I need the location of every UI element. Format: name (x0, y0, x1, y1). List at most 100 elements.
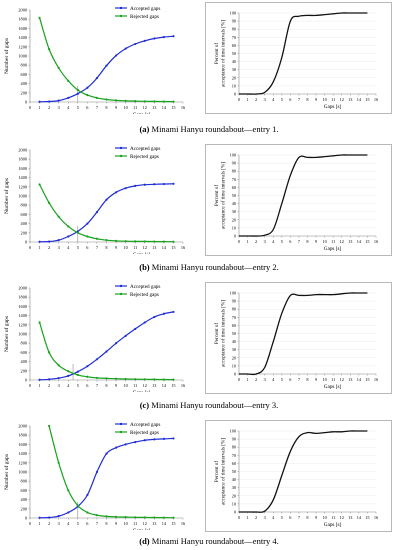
legend-marker (119, 284, 123, 288)
data-point-rejected (114, 377, 118, 380)
y-tick-label: 20 (232, 355, 236, 360)
data-point-rejected (143, 100, 146, 103)
acceptance-chart: 0 1 2 3 4 5 6 7 8 9 10 11 12 13 14 15 160102030405060708… (213, 429, 379, 529)
data-point-rejected (143, 240, 146, 243)
x-tick-label: 0 (29, 105, 31, 110)
data-point-accepted (134, 441, 137, 444)
y-tick-label: 10 (232, 363, 236, 368)
y-axis-title-group: Percent of acceptance of time intervals [… (213, 162, 227, 229)
data-point-accepted (57, 239, 60, 242)
x-tick-label: 8 (306, 97, 308, 102)
y-tick-label: 0 (234, 92, 236, 97)
y-tick-label: 40 (232, 339, 236, 344)
y-tick-label: 80 (232, 307, 236, 312)
data-point-rejected (105, 377, 108, 380)
y-tick-label: 0 (25, 240, 27, 245)
data-point-accepted (143, 321, 146, 324)
x-tick-label: 16 (181, 245, 186, 250)
data-point-rejected (95, 514, 99, 517)
data-point-rejected (143, 516, 146, 519)
data-point-accepted (57, 377, 60, 380)
x-tick-label: 14 (357, 239, 362, 244)
data-point-accepted (86, 365, 89, 368)
y-tick-label: 1000 (18, 194, 27, 199)
y-tick-label: 70 (232, 453, 236, 458)
x-tick-label: 3 (264, 377, 266, 382)
legend-label: Accepted gaps (130, 422, 160, 428)
y-tick-label: 40 (232, 477, 236, 482)
x-tick-label: 0 (238, 377, 240, 382)
data-point-accepted (162, 182, 165, 186)
x-tick-label: 11 (133, 383, 137, 388)
x-tick-label: 16 (374, 239, 379, 244)
data-point-accepted (86, 222, 89, 225)
x-tick-label: 2 (255, 239, 257, 244)
x-tick-label: 9 (315, 239, 317, 244)
legend-label: Rejected gaps (130, 292, 159, 298)
x-tick-label: 13 (152, 521, 156, 526)
legend-marker (119, 422, 123, 426)
x-axis-title: Gaps [s] (324, 246, 342, 252)
data-point-rejected (95, 96, 99, 99)
data-point-accepted (48, 100, 51, 103)
x-tick-label: 2 (255, 377, 257, 382)
y-tick-label: 60 (232, 43, 236, 48)
x-tick-label: 7 (96, 383, 99, 388)
y-tick-label: 70 (232, 177, 236, 182)
acceptance-chart: 0 1 2 3 4 5 6 7 8 9 10 11 12 13 14 15 160102030405060708… (213, 291, 379, 391)
y-tick-label: 100 (230, 429, 236, 434)
y-tick-label: 1800 (18, 433, 27, 438)
data-point-rejected (172, 516, 175, 519)
y-axis-title-group: Percent of acceptance of time intervals [… (213, 300, 227, 367)
x-tick-label: 4 (272, 377, 275, 382)
y-tick-label: 1800 (18, 157, 27, 162)
y-tick-label: 200 (21, 230, 27, 235)
x-tick-label: 3 (264, 97, 266, 102)
panel-c: 0 1 2 3 4 5 6 7 8 9 10 11 12 13 14 15 16 0 200 400 600 800 100… (0, 276, 418, 414)
data-point-rejected (134, 378, 137, 381)
data-point-accepted (172, 310, 175, 314)
legend-marker (119, 292, 123, 296)
x-tick-label: 10 (322, 515, 326, 520)
y-tick-label: 1200 (18, 44, 27, 49)
data-point-accepted (105, 198, 108, 201)
data-point-rejected (105, 515, 108, 518)
x-tick-label: 12 (340, 97, 344, 102)
x-tick-label: 5 (77, 383, 79, 388)
caption-text: Minami Hanyu roundabout—entry 3. (149, 400, 279, 410)
y-tick-label: 1000 (18, 470, 27, 475)
x-tick-label: 3 (58, 245, 60, 250)
data-point-rejected (134, 516, 137, 519)
acceptance-line (239, 12, 368, 95)
data-point-rejected (114, 239, 118, 242)
data-point-accepted (48, 378, 51, 381)
panel-b: 0 1 2 3 4 5 6 7 8 9 10 11 12 13 14 15 16 0 200 400 600 800 100… (0, 138, 418, 276)
series-line-accepted (39, 183, 174, 243)
x-tick-label: 4 (272, 515, 275, 520)
x-tick-label: 0 (29, 383, 31, 388)
data-point-rejected (57, 215, 60, 218)
y-tick-label: 0 (234, 510, 236, 515)
data-point-accepted (95, 76, 99, 80)
data-point-rejected (153, 100, 156, 103)
y-tick-label: 400 (21, 497, 27, 502)
y-tick-label: 90 (232, 19, 236, 24)
data-point-accepted (172, 182, 175, 185)
data-point-rejected (162, 378, 165, 381)
acceptance-chart-frame: 0 1 2 3 4 5 6 7 8 9 10 11 12 13 14 15 16 0 10 20 30 40 50 60 70 8… (205, 2, 392, 114)
x-tick-label: 14 (162, 105, 167, 110)
data-point-accepted (48, 516, 51, 519)
y-tick-label: 600 (21, 488, 27, 493)
data-point-accepted (76, 370, 79, 373)
legend-marker (119, 14, 123, 18)
x-tick-label: 10 (123, 245, 127, 250)
y-tick-label: 70 (232, 35, 236, 40)
y-tick-label: 200 (21, 90, 27, 95)
data-point-rejected (67, 489, 70, 492)
x-tick-label: 2 (48, 383, 50, 388)
y-axis-title-line2: acceptance of time intervals [%] (220, 20, 227, 87)
data-point-rejected (76, 88, 79, 92)
data-point-rejected (153, 240, 156, 243)
data-point-rejected (38, 16, 41, 19)
y-axis-title-group: Percent of acceptance of time intervals [… (213, 438, 227, 505)
